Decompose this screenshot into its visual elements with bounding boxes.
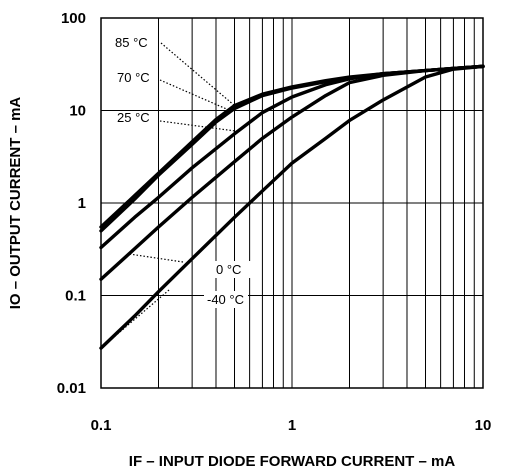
y-tick-label: 100 [61, 10, 86, 27]
y-tick-label: 1 [78, 195, 86, 212]
annotation-label: 85 °C [115, 35, 148, 50]
y-tick-label: 0.1 [65, 288, 86, 305]
annotation-label-bg [204, 291, 248, 308]
series-line-3 [99, 64, 485, 281]
series-line-4 [99, 64, 485, 350]
annotation-leader [159, 120, 238, 132]
x-axis-title: IF – INPUT DIODE FORWARD CURRENT – mA [129, 453, 456, 470]
x-tick-label: 10 [475, 417, 492, 434]
series-group [99, 64, 485, 350]
plot-frame [100, 17, 484, 389]
x-tick-label: 0.1 [91, 417, 112, 434]
annotation-label: -40 °C [207, 292, 244, 307]
annotation-leader [159, 79, 232, 112]
x-tick-label: 1 [288, 417, 296, 434]
annotation-leaders [100, 42, 238, 349]
y-tick-label: 0.01 [57, 380, 86, 397]
annotations: 85 °C 70 °C 25 °C 0 °C -40 °C [115, 35, 257, 308]
annotation-leader [160, 42, 235, 107]
annotation-label: 25 °C [117, 110, 150, 125]
grid [101, 18, 483, 388]
annotation-leader [128, 253, 184, 263]
x-tick-labels: 0.1 1 10 [91, 417, 492, 434]
annotation-label-bg [213, 261, 257, 278]
y-tick-label: 10 [69, 103, 86, 120]
annotation-label: 70 °C [117, 70, 150, 85]
annotation-label: 0 °C [216, 262, 241, 277]
y-tick-labels: 0.01 0.1 1 10 100 [57, 10, 86, 397]
y-axis-title: IO – OUTPUT CURRENT – mA [7, 97, 24, 310]
annotation-leader [100, 289, 170, 349]
